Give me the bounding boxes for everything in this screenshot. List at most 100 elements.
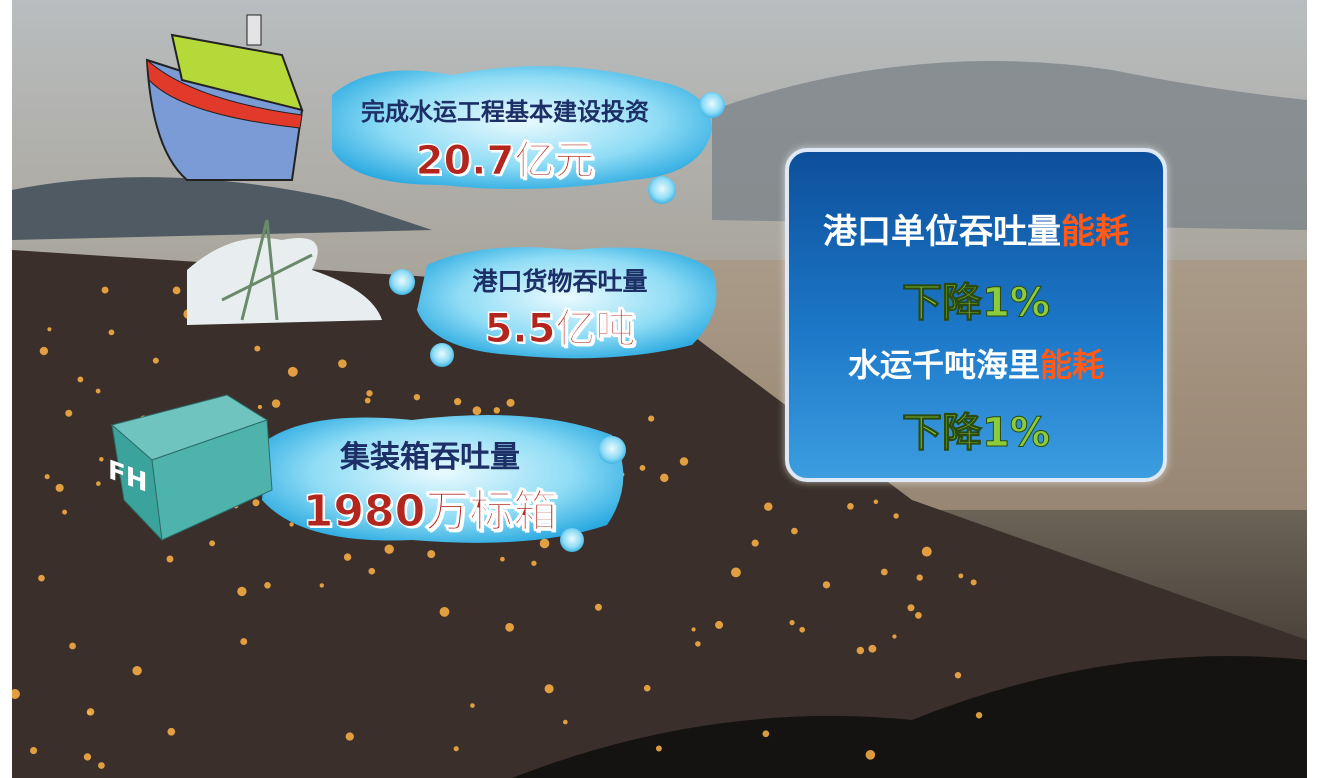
light (500, 557, 505, 562)
light (563, 720, 568, 725)
light (494, 407, 500, 413)
item-highlight: 能耗 (1040, 346, 1104, 384)
light (473, 406, 482, 415)
light (507, 399, 515, 407)
light (65, 410, 72, 417)
light (454, 746, 459, 751)
light (922, 547, 932, 557)
light (320, 583, 324, 587)
panel-item-change: 下降1% (789, 270, 1163, 328)
light (56, 484, 64, 492)
light (252, 499, 259, 506)
light (799, 627, 805, 633)
light (440, 607, 450, 617)
light (540, 539, 550, 549)
light (531, 561, 536, 566)
light (648, 416, 654, 422)
light (209, 540, 215, 546)
light (47, 327, 51, 331)
panel-item-change: 下降1% (789, 400, 1163, 458)
light (40, 347, 48, 355)
light (258, 405, 262, 409)
light (109, 329, 115, 335)
light (167, 728, 175, 736)
light (96, 389, 101, 394)
light (427, 550, 435, 558)
light (857, 647, 864, 654)
panel-item-title: 港口单位吞吐量能耗 (789, 204, 1163, 253)
light (99, 457, 103, 461)
splash-drop (389, 269, 415, 295)
stat-label: 港口货物吞吐量 (430, 262, 690, 298)
light (414, 394, 420, 400)
light (102, 287, 109, 294)
light (656, 746, 662, 752)
splash-drop (699, 92, 725, 118)
light (955, 672, 961, 678)
light (384, 544, 393, 553)
light (288, 367, 298, 377)
light (272, 399, 280, 407)
light (38, 575, 45, 582)
light (715, 621, 723, 629)
light (365, 398, 371, 404)
panel-item-title: 水运千吨海里能耗 (789, 340, 1163, 386)
light (237, 587, 246, 596)
light (84, 753, 91, 760)
light (346, 732, 354, 740)
light (660, 474, 669, 483)
energy-panel: 港口单位吞吐量能耗 下降1% 水运千吨海里能耗 下降1% (785, 148, 1167, 482)
light (881, 569, 888, 576)
light (976, 712, 982, 718)
light (892, 634, 896, 638)
stat-label: 完成水运工程基本建设投资 (345, 92, 665, 127)
light (731, 567, 741, 577)
light (98, 762, 105, 769)
stat-value: 5.5亿吨 (430, 296, 690, 354)
light (907, 604, 914, 611)
light (640, 465, 646, 471)
infographic: FH 完成水运工程基本建设投资 20.7亿元 港口货物吞吐量 5.5亿吨 集装箱… (0, 0, 1317, 778)
light (366, 390, 372, 396)
light (132, 666, 141, 675)
light (30, 747, 37, 754)
light (45, 474, 50, 479)
light (344, 553, 351, 560)
light (87, 711, 91, 715)
light (874, 500, 879, 505)
light (958, 573, 963, 578)
light (368, 568, 375, 575)
light (680, 457, 688, 465)
item-highlight: 能耗 (1061, 212, 1129, 252)
light (240, 638, 247, 645)
light (167, 556, 174, 563)
light (69, 643, 76, 650)
light (692, 627, 696, 631)
light (971, 579, 977, 585)
light (595, 604, 602, 611)
light (173, 287, 181, 295)
light (470, 703, 475, 708)
stat-value: 1980万标箱 (270, 475, 590, 539)
light (763, 730, 770, 737)
item-prefix: 水运千吨海里 (848, 346, 1040, 384)
light (752, 540, 759, 547)
light (505, 623, 514, 632)
item-prefix: 港口单位吞吐量 (823, 212, 1061, 252)
stat-value: 20.7亿元 (345, 128, 665, 186)
light (644, 685, 651, 692)
light (545, 684, 554, 693)
light (866, 750, 876, 760)
light (791, 528, 798, 535)
light (153, 358, 159, 364)
light (338, 359, 347, 368)
light (454, 398, 461, 405)
light (254, 346, 260, 352)
light (893, 513, 898, 518)
light (868, 645, 876, 653)
splash-drop (598, 436, 626, 464)
light (264, 582, 271, 589)
light (847, 503, 854, 510)
light (77, 377, 83, 383)
light (916, 574, 922, 580)
